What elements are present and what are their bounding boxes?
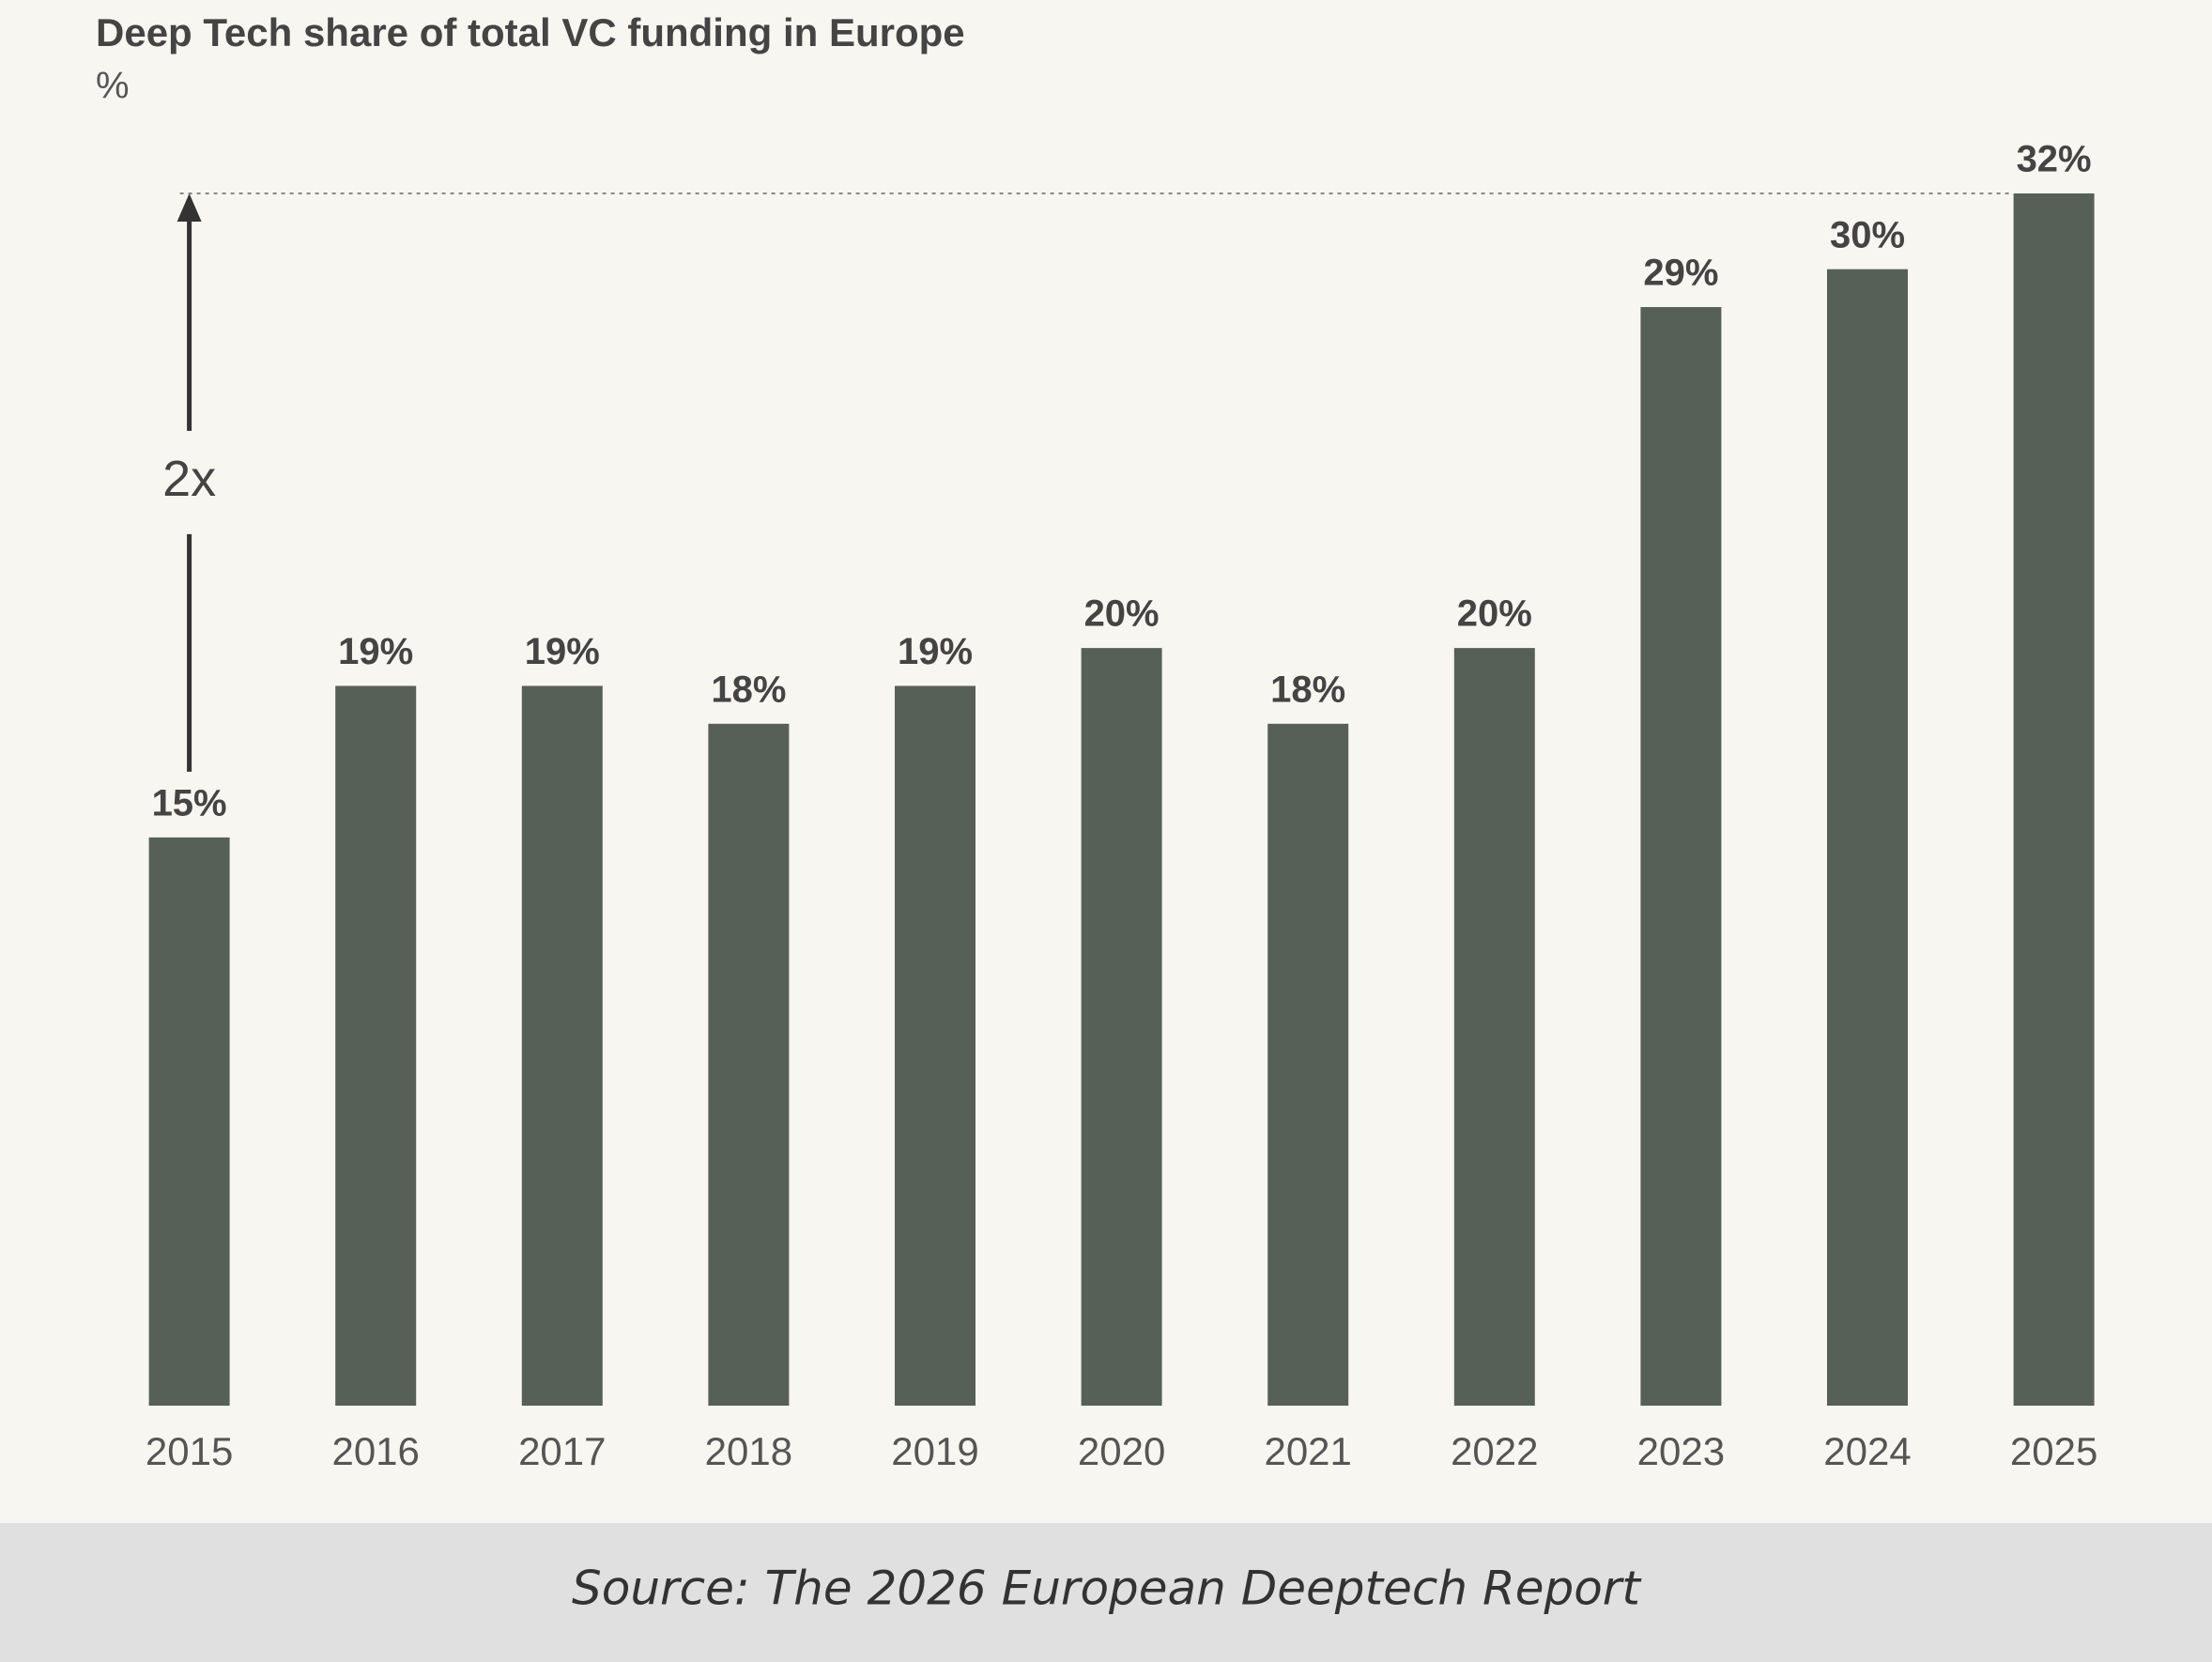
x-tick-label: 2023 bbox=[1637, 1429, 1725, 1473]
value-label: 32% bbox=[2017, 139, 2092, 180]
x-tick-label: 2020 bbox=[1078, 1429, 1165, 1473]
value-label: 18% bbox=[711, 669, 786, 710]
x-tick-label: 2025 bbox=[2010, 1429, 2097, 1473]
bar bbox=[1081, 648, 1162, 1406]
source-band bbox=[0, 1523, 2212, 1662]
value-label: 30% bbox=[1830, 214, 1905, 255]
value-label: 19% bbox=[898, 631, 973, 672]
x-tick-label: 2015 bbox=[146, 1429, 233, 1473]
value-label: 18% bbox=[1270, 669, 1345, 710]
bar bbox=[1453, 648, 1535, 1406]
x-tick-label: 2024 bbox=[1823, 1429, 1911, 1473]
bar bbox=[521, 685, 603, 1406]
arrow-head bbox=[177, 193, 202, 222]
annotation: 2x bbox=[162, 451, 216, 507]
chart-subtitle: % bbox=[96, 66, 130, 107]
source: Source: The 2026 European Deeptech Repor… bbox=[572, 1562, 1642, 1616]
bar bbox=[335, 685, 417, 1406]
value-label: 19% bbox=[338, 631, 413, 672]
x-tick-label: 2022 bbox=[1451, 1429, 1538, 1473]
bar bbox=[1267, 723, 1349, 1406]
x-tick-label: 2018 bbox=[705, 1429, 792, 1473]
bar bbox=[1640, 307, 1722, 1406]
value-label: 19% bbox=[525, 631, 600, 672]
value-label: 20% bbox=[1084, 593, 1160, 635]
bar bbox=[708, 723, 790, 1406]
value-label: 29% bbox=[1643, 253, 1718, 294]
x-tick-label: 2019 bbox=[891, 1429, 978, 1473]
bar bbox=[1827, 269, 1908, 1406]
value-label: 20% bbox=[1457, 593, 1532, 635]
value-label: 15% bbox=[152, 782, 227, 823]
chart-title: Deep Tech share of total VC funding in E… bbox=[96, 10, 965, 54]
x-tick-label: 2021 bbox=[1264, 1429, 1351, 1473]
x-tick-label: 2016 bbox=[331, 1429, 419, 1473]
x-tick-label: 2017 bbox=[518, 1429, 606, 1473]
bar bbox=[895, 685, 975, 1406]
bar bbox=[2013, 193, 2095, 1406]
bar bbox=[148, 837, 230, 1406]
